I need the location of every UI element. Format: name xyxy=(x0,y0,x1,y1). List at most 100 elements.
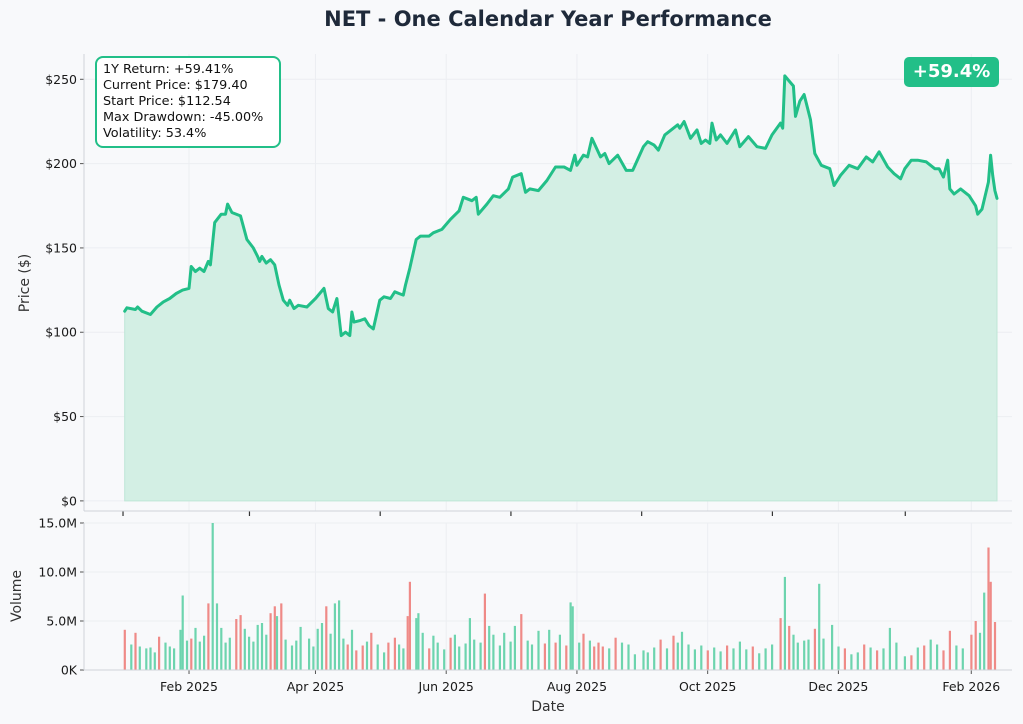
volume-bar xyxy=(492,634,495,670)
volume-bar xyxy=(803,640,806,670)
volume-y-tick-label: 5.0M xyxy=(46,614,77,629)
volume-bar xyxy=(498,645,501,670)
price-y-tick-label: $0 xyxy=(61,493,77,508)
price-x-tick-marks xyxy=(122,511,906,516)
volume-bar xyxy=(627,644,630,670)
volume-bar xyxy=(228,637,231,670)
volume-bar xyxy=(751,646,754,670)
volume-bar xyxy=(198,641,201,670)
volume-bar xyxy=(856,652,859,670)
volume-bar xyxy=(903,656,906,670)
stat-1y-return: 1Y Return: +59.41% xyxy=(103,62,234,77)
volume-bar xyxy=(387,642,390,670)
volume-bar xyxy=(173,648,176,670)
volume-bar xyxy=(582,633,585,670)
volume-bar xyxy=(837,646,840,670)
volume-bar xyxy=(676,642,679,670)
stat-volatility: Volatility: 53.4% xyxy=(103,126,207,141)
volume-bar xyxy=(145,648,148,670)
volume-bar xyxy=(936,644,939,670)
volume-bar xyxy=(642,650,645,670)
date-x-tick-label: Oct 2025 xyxy=(679,679,736,694)
date-x-tick-label: Apr 2025 xyxy=(287,679,344,694)
volume-panel: 0K 5.0M 10.0M 15.0M Feb 2025 Apr 2025 Jun 202… xyxy=(9,516,1012,715)
volume-bar xyxy=(850,654,853,670)
volume-bar xyxy=(428,648,431,670)
stats-box: 1Y Return: +59.41% Current Price: $179.4… xyxy=(95,56,281,148)
volume-bar xyxy=(620,642,624,670)
volume-bar xyxy=(503,632,506,670)
volume-bar xyxy=(831,624,834,670)
volume-bar xyxy=(190,638,193,670)
volume-bar xyxy=(299,626,302,670)
volume-bar xyxy=(687,644,690,670)
volume-bar xyxy=(916,647,919,670)
stat-current-price: Current Price: $179.40 xyxy=(103,78,248,93)
volume-bar xyxy=(346,644,349,670)
volume-bar xyxy=(138,646,141,670)
volume-bar xyxy=(464,643,467,670)
volume-bar xyxy=(220,627,223,670)
volume-bar xyxy=(537,630,540,670)
volume-bar xyxy=(408,581,411,670)
volume-bar xyxy=(569,602,572,670)
volume-bar xyxy=(578,642,581,670)
volume-y-tick-label: 0K xyxy=(61,663,78,678)
volume-bar xyxy=(588,640,591,670)
volume-bar xyxy=(597,642,600,670)
date-x-tick-label: Feb 2025 xyxy=(160,679,218,694)
volume-bar xyxy=(706,650,709,670)
volume-bar xyxy=(243,628,246,670)
volume-bar xyxy=(955,645,958,670)
volume-bar xyxy=(876,650,879,670)
price-line xyxy=(123,74,999,338)
volume-bar xyxy=(653,647,656,670)
volume-bar xyxy=(882,648,885,670)
volume-bar xyxy=(942,650,945,670)
volume-bar xyxy=(672,635,675,670)
volume-bar xyxy=(252,641,255,670)
date-x-tick-label: Jun 2025 xyxy=(418,679,474,694)
volume-bar xyxy=(530,644,534,670)
volume-bar xyxy=(325,606,328,670)
volume-bar xyxy=(548,629,551,670)
volume-bar xyxy=(783,576,786,670)
volume-bar xyxy=(295,640,298,670)
volume-bar xyxy=(130,644,133,670)
x-axis-label: Date xyxy=(531,699,564,715)
volume-bar xyxy=(290,645,294,670)
volume-bar xyxy=(280,603,283,670)
volume-bar xyxy=(614,637,617,670)
volume-bar xyxy=(771,644,774,670)
return-badge: +59.4% xyxy=(904,57,999,87)
volume-bar xyxy=(726,645,729,670)
volume-bar xyxy=(888,627,891,670)
volume-bar xyxy=(443,649,446,670)
volume-bar xyxy=(316,628,319,670)
volume-bar xyxy=(473,639,476,670)
volume-bar xyxy=(738,641,741,670)
volume-bar xyxy=(659,639,662,670)
volume-bar xyxy=(406,616,409,670)
volume-bar xyxy=(479,642,482,670)
volume-bar xyxy=(207,603,210,670)
volume-bar xyxy=(822,638,825,670)
volume-bar xyxy=(520,614,523,670)
volume-bar xyxy=(813,628,816,670)
volume-bar xyxy=(989,581,992,670)
volume-bar xyxy=(194,627,197,670)
volume-bar xyxy=(700,645,703,670)
volume-bar xyxy=(383,652,386,670)
volume-bar xyxy=(895,642,898,670)
volume-bar xyxy=(123,629,126,670)
volume-bar xyxy=(393,637,396,670)
volume-bar xyxy=(376,644,379,670)
volume-y-axis-label: Volume xyxy=(9,570,25,622)
volume-bar xyxy=(732,648,735,670)
volume-bar xyxy=(203,635,206,670)
volume-bar xyxy=(970,634,973,670)
volume-bar xyxy=(181,595,184,670)
volume-bar xyxy=(342,638,345,670)
volume-y-tick-label: 15.0M xyxy=(38,516,77,531)
volume-bar xyxy=(796,642,799,670)
